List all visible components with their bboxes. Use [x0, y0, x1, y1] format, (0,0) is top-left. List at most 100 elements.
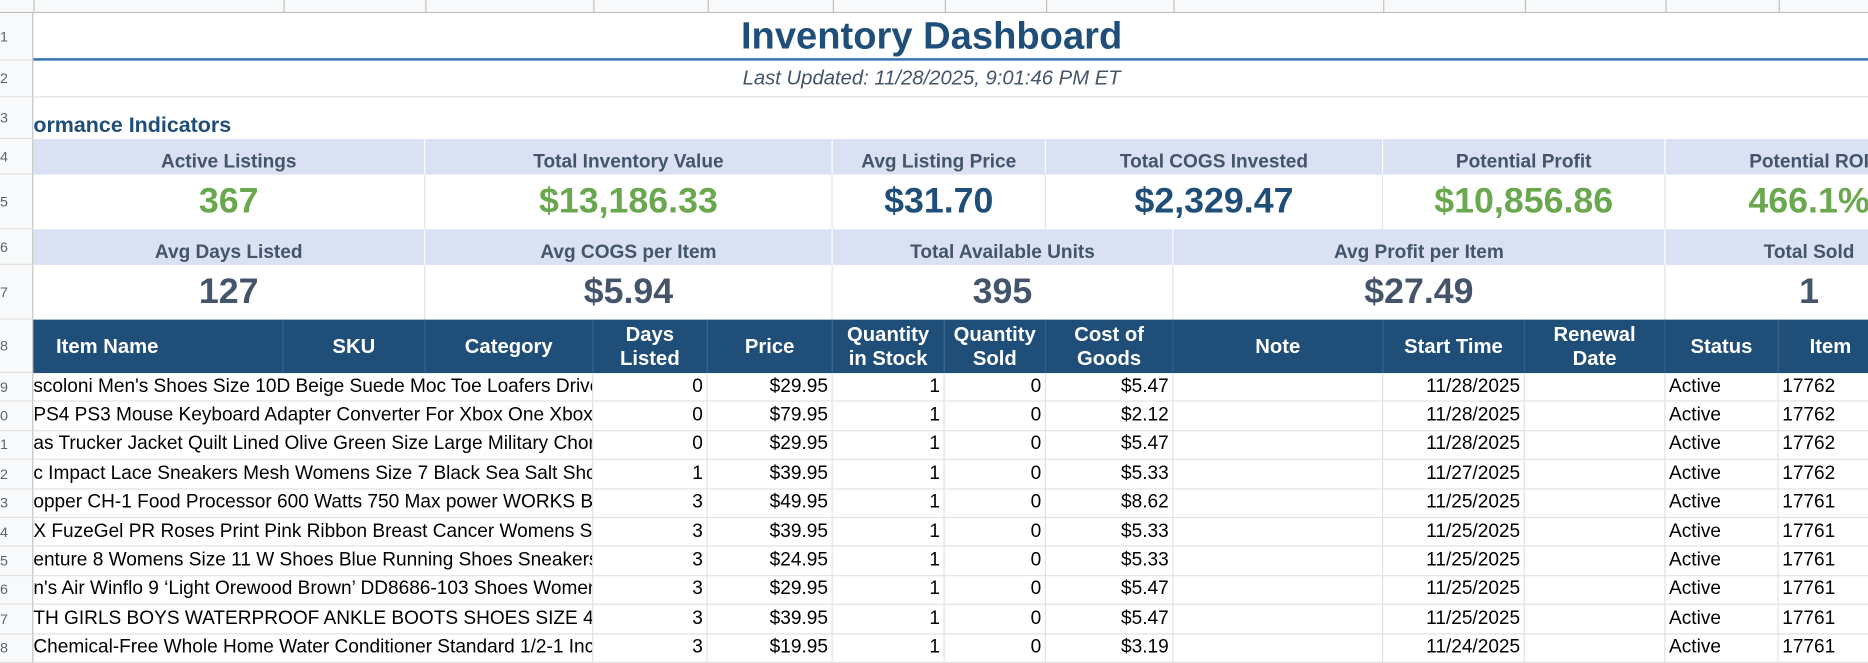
- column-divider: [944, 0, 946, 14]
- table-cell: Active: [1665, 634, 1779, 663]
- table-cell: $5.47: [1045, 576, 1174, 606]
- table-cell: 11/25/2025: [1383, 547, 1525, 577]
- table-cell: 11/25/2025: [1383, 576, 1525, 606]
- empty-cell: [1173, 431, 1384, 461]
- table-cell: 3: [593, 547, 708, 577]
- kpi-label: Avg Profit per Item: [1173, 229, 1666, 265]
- table-cell: $5.47: [1045, 373, 1174, 403]
- table-header: Days Listed: [593, 319, 708, 374]
- section-title: ormance Indicators: [33, 112, 232, 137]
- table-cell: 11/24/2025: [1383, 634, 1525, 663]
- kpi-label: Total Inventory Value: [425, 139, 833, 175]
- kpi-value: $5.94: [425, 264, 833, 320]
- row-number: 9: [0, 373, 34, 403]
- row-number: 3: [0, 97, 34, 140]
- table-header: Category: [425, 319, 594, 374]
- kpi-value: 127: [33, 264, 426, 320]
- table-cell: $79.95: [707, 402, 833, 432]
- header-text: Note: [1255, 334, 1301, 358]
- empty-cell: [1173, 460, 1384, 490]
- table-cell: 17762: [1778, 431, 1868, 461]
- table-cell: 0: [593, 402, 708, 432]
- table-cell: 3: [593, 518, 708, 548]
- table-cell: c Impact Lace Sneakers Mesh Womens Size …: [33, 460, 594, 490]
- table-cell: $24.95: [707, 547, 833, 577]
- row-number: 3: [0, 489, 34, 519]
- kpi-value: $31.70: [832, 174, 1046, 230]
- empty-cell: [1173, 518, 1384, 548]
- row-number: 6: [0, 576, 34, 606]
- header-text: Status: [1690, 334, 1753, 358]
- row-number: 7: [0, 605, 34, 634]
- column-divider: [1045, 0, 1048, 14]
- table-cell: $8.62: [1045, 489, 1174, 519]
- table-cell: $39.95: [707, 460, 833, 490]
- table-cell: 0: [944, 373, 1046, 403]
- empty-cell: [1173, 547, 1384, 577]
- table-cell: 11/28/2025: [1383, 373, 1525, 403]
- kpi-label: Total COGS Invested: [1045, 139, 1384, 175]
- table-cell: $5.47: [1045, 431, 1174, 461]
- table-cell: $19.95: [707, 634, 833, 663]
- column-divider: [1665, 0, 1667, 14]
- column-header-strip: [0, 0, 1868, 14]
- table-header: Quantity Sold: [944, 319, 1046, 374]
- row-number: 5: [0, 547, 34, 577]
- table-cell: $29.95: [707, 373, 833, 403]
- kpi-value: 466.1%: [1665, 174, 1868, 230]
- empty-cell: [1173, 576, 1384, 606]
- empty-cell: [1524, 576, 1666, 606]
- table-header: Status: [1665, 319, 1779, 374]
- table-cell: 0: [593, 431, 708, 461]
- table-header: Cost of Goods: [1045, 319, 1174, 374]
- empty-cell: [1524, 373, 1666, 403]
- empty-cell: [1524, 460, 1666, 490]
- table-header: Renewal Date: [1524, 319, 1666, 374]
- empty-cell: [1173, 605, 1384, 634]
- column-divider: [425, 0, 427, 14]
- empty-cell: [1524, 605, 1666, 634]
- table-cell: 3: [593, 576, 708, 606]
- empty-cell: [1524, 547, 1666, 577]
- table-cell: 0: [944, 576, 1046, 606]
- table-cell: 17762: [1778, 402, 1868, 432]
- table-cell: Active: [1665, 489, 1779, 519]
- table-cell: 0: [944, 402, 1046, 432]
- table-cell: $49.95: [707, 489, 833, 519]
- table-cell: Active: [1665, 431, 1779, 461]
- row-number: 4: [0, 518, 34, 548]
- table-cell: $5.33: [1045, 518, 1174, 548]
- header-text: SKU: [332, 334, 376, 358]
- table-cell: Active: [1665, 547, 1779, 577]
- kpi-value: 367: [33, 174, 426, 230]
- table-cell: 1: [832, 489, 945, 519]
- table-cell: TH GIRLS BOYS WATERPROOF ANKLE BOOTS SHO…: [33, 605, 594, 634]
- header-text: Start Time: [1404, 334, 1503, 358]
- table-cell: 0: [944, 605, 1046, 634]
- table-cell: 11/27/2025: [1383, 460, 1525, 490]
- table-cell: Active: [1665, 576, 1779, 606]
- kpi-value: $27.49: [1173, 264, 1666, 320]
- table-cell: 1: [832, 460, 945, 490]
- kpi-label: Total Sold: [1665, 229, 1868, 265]
- empty-cell: [1173, 489, 1384, 519]
- header-text: Category: [464, 334, 553, 358]
- table-cell: 17761: [1778, 547, 1868, 577]
- table-cell: Chemical-Free Whole Home Water Condition…: [33, 634, 594, 663]
- table-cell: 3: [593, 489, 708, 519]
- table-cell: 17761: [1778, 518, 1868, 548]
- column-divider: [1383, 0, 1385, 14]
- table-cell: $39.95: [707, 605, 833, 634]
- table-cell: $29.95: [707, 431, 833, 461]
- table-cell: $5.33: [1045, 460, 1174, 490]
- kpi-label: Potential Profit: [1383, 139, 1666, 175]
- kpi-value: $2,329.47: [1045, 174, 1384, 230]
- table-cell: 17761: [1778, 576, 1868, 606]
- kpi-label: Avg Listing Price: [832, 139, 1046, 175]
- row-number: 5: [0, 174, 34, 230]
- row-number: 8: [0, 634, 34, 663]
- table-cell: 11/25/2025: [1383, 489, 1525, 519]
- row-number: 7: [0, 264, 34, 320]
- table-cell: 0: [944, 460, 1046, 490]
- table-cell: enture 8 Womens Size 11 W Shoes Blue Run…: [33, 547, 594, 577]
